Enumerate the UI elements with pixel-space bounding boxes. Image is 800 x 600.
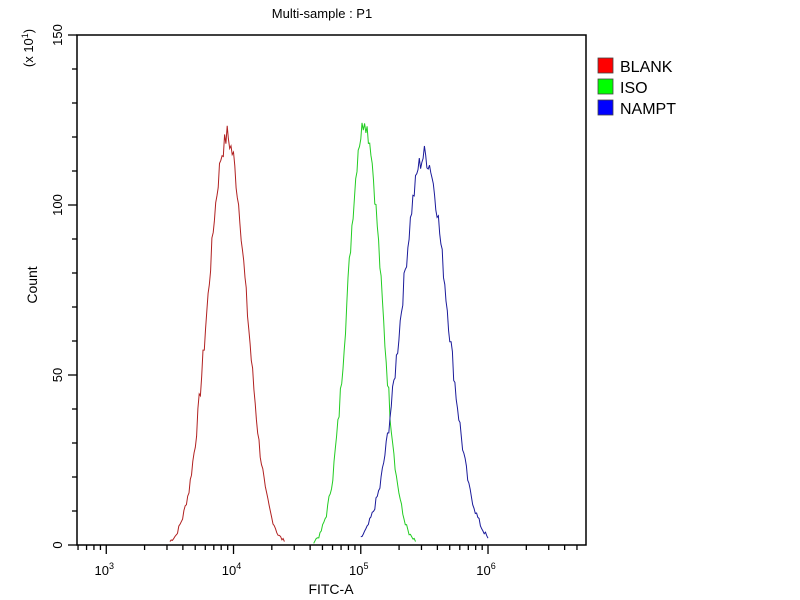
series-nampt-curve [360,145,489,539]
series-iso-curve [313,122,416,544]
legend-swatch-blank [597,57,614,74]
y-axis-label: Count [24,266,40,303]
legend-swatch-iso [597,78,614,95]
y-tick-label: 100 [50,194,65,216]
x-tick-label: 103 [95,561,114,578]
legend-label-iso: ISO [620,80,648,97]
plot-frame [76,34,587,546]
x-tick-label: 106 [476,561,495,578]
x-tick-label: 104 [222,561,241,578]
legend: BLANK ISO NAMPT [597,57,676,118]
legend-swatch-nampt [597,99,614,116]
legend-label-nampt: NAMPT [620,101,676,118]
y-axis-multiplier: (x 101) [20,29,36,67]
series-blank-curve [169,125,285,542]
legend-label-blank: BLANK [620,59,673,76]
x-axis-label: FITC-A [308,581,354,597]
x-tick-label: 105 [349,561,368,578]
y-tick-label: 150 [50,24,65,46]
chart-title: Multi-sample : P1 [272,6,372,21]
y-tick-label: 50 [50,368,65,382]
y-tick-label: 0 [50,541,65,548]
